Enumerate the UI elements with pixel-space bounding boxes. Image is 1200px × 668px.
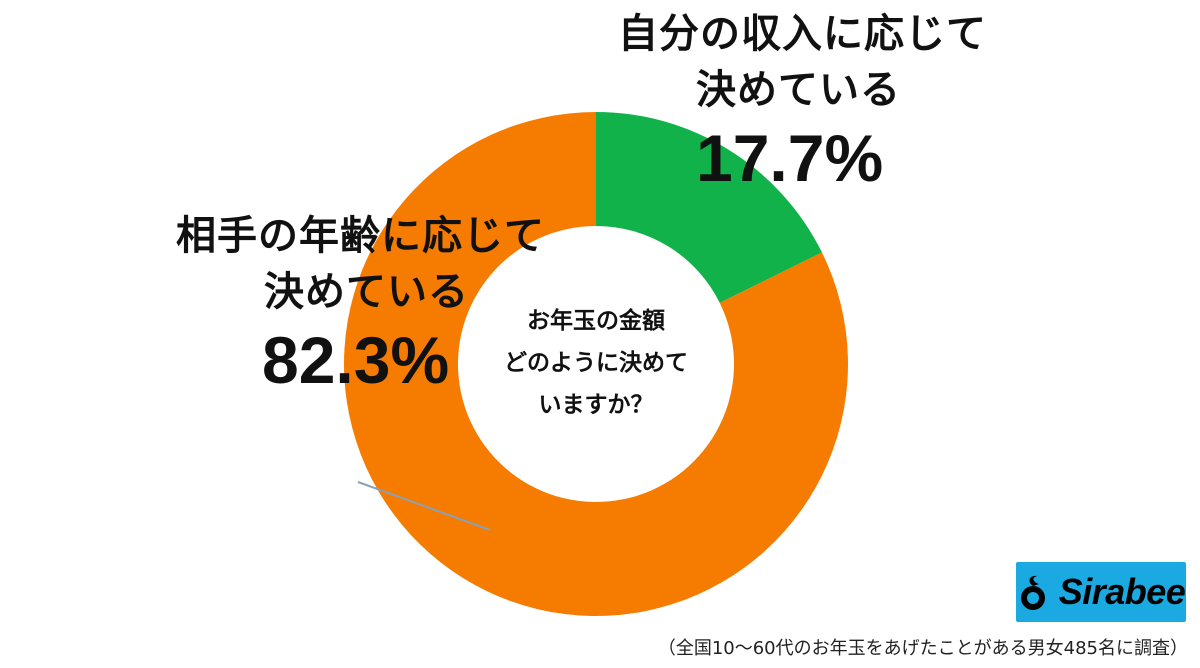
survey-footnote: （全国10〜60代のお年玉をあげたことがある男女485名に調査）	[657, 638, 1188, 659]
slice-label-line-2: 決めている	[696, 67, 901, 113]
sirabee-logo-icon	[1020, 575, 1045, 610]
slice-value-label: 17.7%	[696, 121, 884, 195]
sirabee-logo: Sirabee	[1016, 562, 1186, 622]
logo-text: Sirabee	[1058, 571, 1186, 612]
chart-title-line: どのように決めて	[504, 350, 688, 376]
leader-line	[357, 481, 491, 531]
slice-label-line-1: 相手の年齢に応じて	[176, 213, 545, 259]
chart-title-line: いますか？	[538, 392, 654, 418]
slice-label-line-1: 自分の収入に応じて	[618, 11, 987, 57]
slice-label-age: 相手の年齢に応じて 決めている 82.3%	[176, 208, 545, 396]
chart-title-line: お年玉の金額	[527, 308, 665, 334]
slice-value-label: 82.3%	[262, 323, 450, 397]
chart-title: お年玉の金額 どのように決めて いますか？	[478, 300, 714, 426]
donut-slice-0	[596, 112, 822, 303]
slice-label-line-2: 決めている	[264, 269, 469, 315]
donut-slice-1	[344, 112, 848, 617]
slice-label-income: 自分の収入に応じて 決めている 17.7%	[618, 6, 987, 194]
